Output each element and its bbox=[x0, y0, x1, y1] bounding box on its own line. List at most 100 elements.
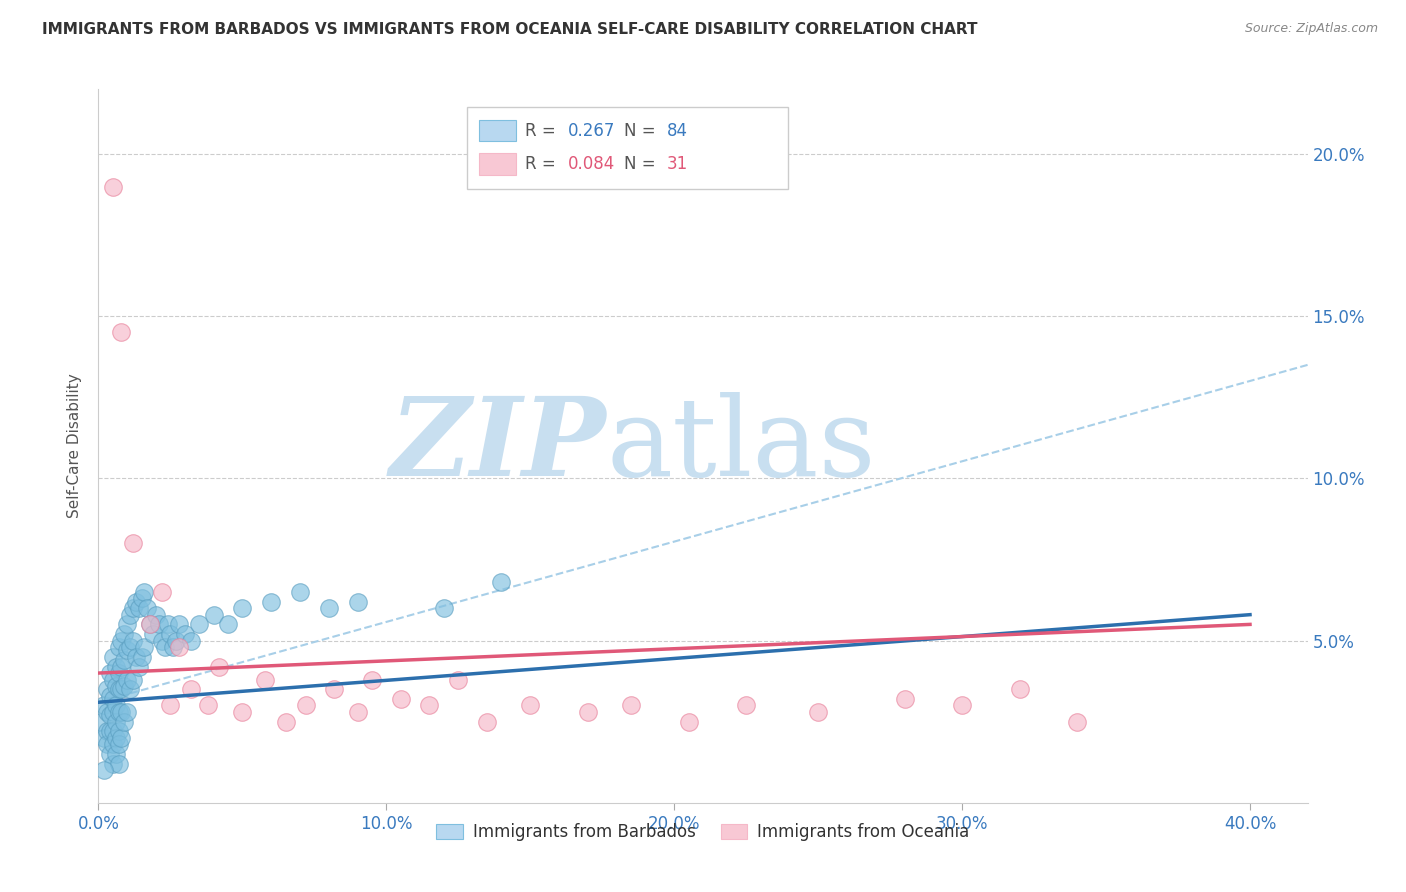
Point bbox=[1008, 682, 1031, 697]
Point bbox=[167, 617, 190, 632]
Point bbox=[318, 601, 340, 615]
Point bbox=[112, 653, 135, 667]
Point bbox=[134, 640, 156, 654]
Text: R =: R = bbox=[526, 121, 561, 139]
Point bbox=[893, 692, 915, 706]
Point bbox=[98, 708, 121, 723]
Point bbox=[346, 705, 368, 719]
Text: 0.084: 0.084 bbox=[568, 155, 614, 173]
Text: IMMIGRANTS FROM BARBADOS VS IMMIGRANTS FROM OCEANIA SELF-CARE DISABILITY CORRELA: IMMIGRANTS FROM BARBADOS VS IMMIGRANTS F… bbox=[42, 22, 977, 37]
Point bbox=[519, 698, 541, 713]
Point bbox=[98, 724, 121, 739]
Point bbox=[576, 705, 599, 719]
Point bbox=[180, 682, 202, 697]
Text: ZIP: ZIP bbox=[389, 392, 606, 500]
Point bbox=[107, 666, 129, 681]
Point bbox=[93, 731, 115, 745]
Point bbox=[491, 575, 513, 590]
Point bbox=[110, 705, 132, 719]
Point bbox=[93, 698, 115, 713]
Point bbox=[107, 756, 129, 771]
Point bbox=[104, 731, 127, 745]
Point bbox=[254, 673, 277, 687]
Point bbox=[1066, 714, 1088, 729]
Point bbox=[735, 698, 758, 713]
Text: N =: N = bbox=[624, 155, 661, 173]
Point bbox=[346, 595, 368, 609]
Point bbox=[433, 601, 456, 615]
Point bbox=[98, 666, 121, 681]
Point bbox=[231, 601, 253, 615]
Point bbox=[208, 659, 231, 673]
Point bbox=[150, 633, 173, 648]
Point bbox=[90, 714, 112, 729]
Point bbox=[131, 649, 153, 664]
FancyBboxPatch shape bbox=[479, 120, 516, 141]
Point bbox=[112, 714, 135, 729]
Text: N =: N = bbox=[624, 121, 661, 139]
Point bbox=[104, 659, 127, 673]
Point bbox=[678, 714, 700, 729]
Point bbox=[104, 679, 127, 693]
Point bbox=[122, 601, 145, 615]
Text: Source: ZipAtlas.com: Source: ZipAtlas.com bbox=[1244, 22, 1378, 36]
Point bbox=[217, 617, 239, 632]
Point bbox=[260, 595, 283, 609]
Point bbox=[112, 627, 135, 641]
Point bbox=[150, 585, 173, 599]
FancyBboxPatch shape bbox=[467, 107, 787, 189]
Point bbox=[145, 607, 167, 622]
Point bbox=[142, 627, 165, 641]
Point bbox=[125, 649, 148, 664]
Point bbox=[159, 698, 181, 713]
Point bbox=[104, 747, 127, 761]
Point bbox=[110, 633, 132, 648]
Point bbox=[122, 633, 145, 648]
Point bbox=[188, 617, 211, 632]
Point bbox=[96, 738, 118, 752]
Point bbox=[389, 692, 412, 706]
Point bbox=[115, 617, 138, 632]
Point bbox=[139, 617, 162, 632]
Point bbox=[107, 682, 129, 697]
Point bbox=[131, 591, 153, 606]
Point bbox=[115, 673, 138, 687]
Legend: Immigrants from Barbados, Immigrants from Oceania: Immigrants from Barbados, Immigrants fro… bbox=[430, 817, 976, 848]
Text: 0.267: 0.267 bbox=[568, 121, 614, 139]
Point bbox=[107, 640, 129, 654]
Point bbox=[139, 617, 162, 632]
Point bbox=[101, 738, 124, 752]
Point bbox=[110, 326, 132, 340]
Point bbox=[107, 724, 129, 739]
Point bbox=[115, 705, 138, 719]
Point bbox=[104, 698, 127, 713]
Point bbox=[110, 682, 132, 697]
Point bbox=[101, 756, 124, 771]
Point bbox=[110, 659, 132, 673]
Point bbox=[294, 698, 316, 713]
FancyBboxPatch shape bbox=[479, 153, 516, 175]
Point bbox=[180, 633, 202, 648]
Point bbox=[107, 705, 129, 719]
Point bbox=[107, 738, 129, 752]
Point bbox=[274, 714, 297, 729]
Point bbox=[93, 764, 115, 778]
Point bbox=[101, 673, 124, 687]
Point bbox=[156, 617, 179, 632]
Point bbox=[104, 714, 127, 729]
Point bbox=[173, 627, 195, 641]
Point bbox=[167, 640, 190, 654]
Text: atlas: atlas bbox=[606, 392, 876, 500]
Point bbox=[807, 705, 830, 719]
Point bbox=[231, 705, 253, 719]
Point bbox=[165, 633, 187, 648]
Point bbox=[475, 714, 498, 729]
Point bbox=[120, 607, 142, 622]
Point bbox=[122, 536, 145, 550]
Point bbox=[361, 673, 384, 687]
Point bbox=[447, 673, 470, 687]
Point bbox=[136, 601, 159, 615]
Point bbox=[202, 607, 225, 622]
Point bbox=[134, 585, 156, 599]
Point bbox=[101, 179, 124, 194]
